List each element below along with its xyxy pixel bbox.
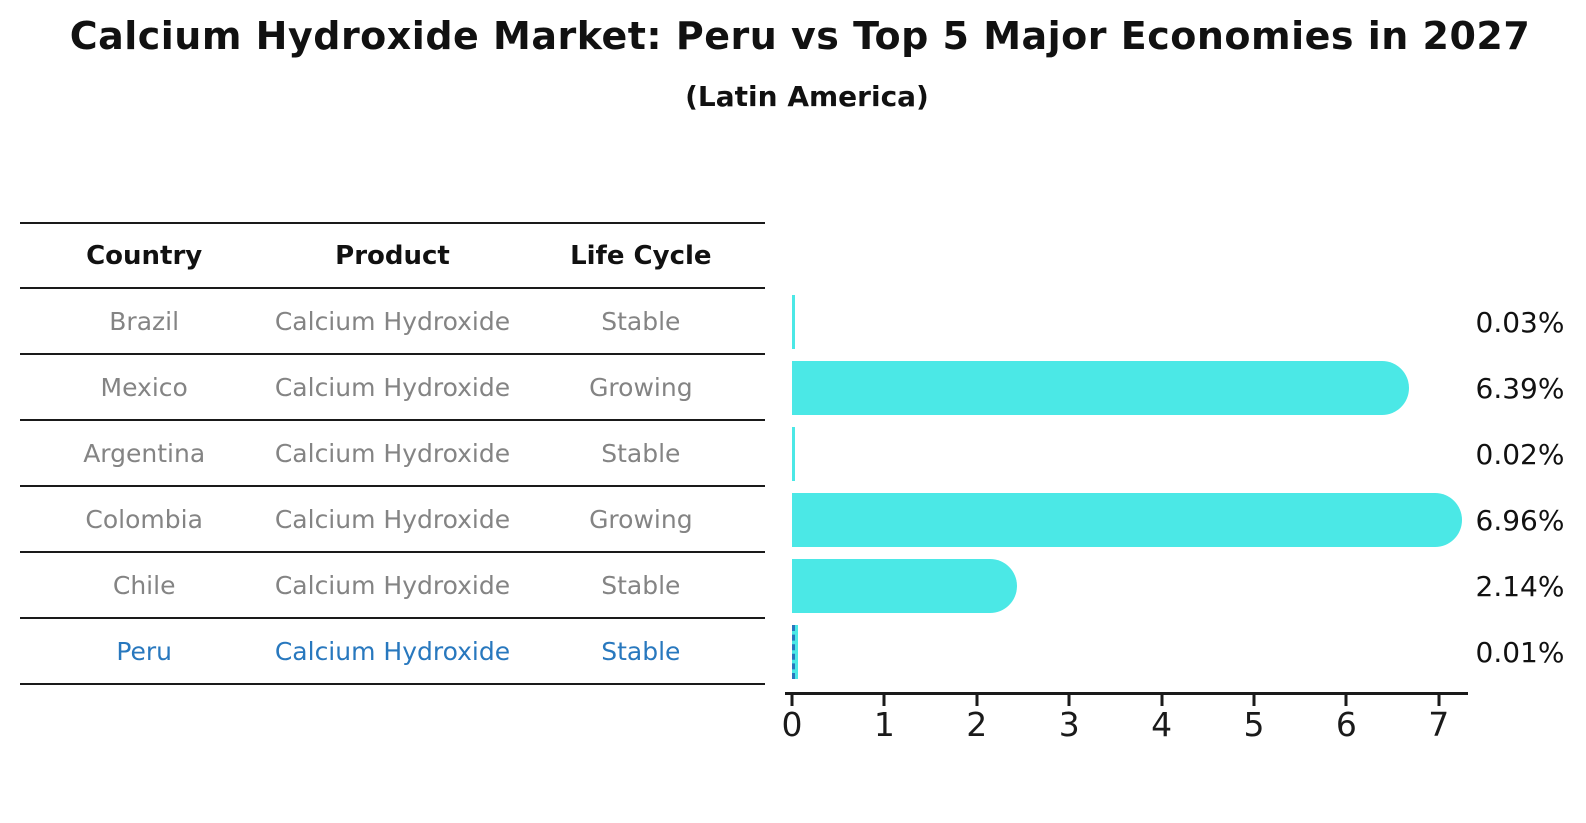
tick-mark (1160, 695, 1164, 706)
x-axis-tick: 0 (782, 695, 803, 741)
table-row-brazil: Brazil Calcium Hydroxide Stable (20, 289, 765, 355)
x-axis-line (785, 692, 1468, 695)
cell-country: Colombia (85, 504, 203, 534)
tick-mark (975, 695, 979, 706)
x-axis-tick-label: 4 (1151, 705, 1173, 744)
table-row-mexico: Mexico Calcium Hydroxide Growing (20, 355, 765, 421)
value-label-brazil: 0.03% (1475, 306, 1565, 339)
x-axis-tick-label: 3 (1058, 705, 1080, 744)
x-axis-tick-label: 5 (1243, 705, 1265, 744)
table-row-colombia: Colombia Calcium Hydroxide Growing (20, 487, 765, 553)
cell-country: Brazil (109, 306, 180, 336)
cell-country: Chile (112, 570, 176, 600)
cell-life-cycle: Stable (601, 438, 681, 468)
tick-mark (1252, 695, 1256, 706)
tick-mark (1344, 695, 1348, 706)
chart-subtitle: (Latin America) (685, 80, 929, 113)
cell-country: Argentina (83, 438, 206, 468)
bar-argentina (792, 427, 795, 481)
bar-chile (792, 559, 1017, 613)
cell-country: Peru (116, 636, 173, 666)
x-axis-tick: 1 (874, 695, 895, 741)
header-cell-life-cycle: Life Cycle (570, 240, 712, 271)
value-label-peru: 0.01% (1475, 636, 1565, 669)
bar-mexico (792, 361, 1410, 415)
value-label-chile: 2.14% (1475, 570, 1565, 603)
cell-product: Calcium Hydroxide (274, 570, 511, 600)
tick-mark (1067, 695, 1071, 706)
tick-mark (790, 695, 794, 706)
x-axis-tick-label: 6 (1335, 705, 1357, 744)
cell-product: Calcium Hydroxide (274, 438, 511, 468)
cell-life-cycle: Stable (601, 636, 681, 666)
tick-mark (1437, 695, 1441, 706)
bar-colombia (792, 493, 1463, 547)
table-row-argentina: Argentina Calcium Hydroxide Stable (20, 421, 765, 487)
x-axis-tick-label: 0 (781, 705, 803, 744)
x-axis-tick-label: 1 (873, 705, 895, 744)
tick-mark (882, 695, 886, 706)
x-axis-tick-label: 7 (1428, 705, 1450, 744)
x-axis-tick: 5 (1244, 695, 1265, 741)
cell-life-cycle: Growing (589, 504, 693, 534)
x-axis-tick: 2 (966, 695, 987, 741)
chart-title: Calcium Hydroxide Market: Peru vs Top 5 … (69, 14, 1531, 58)
x-axis-tick: 3 (1059, 695, 1080, 741)
cell-product: Calcium Hydroxide (274, 372, 511, 402)
cell-product: Calcium Hydroxide (274, 636, 511, 666)
value-label-mexico: 6.39% (1475, 372, 1565, 405)
cell-country: Mexico (100, 372, 188, 402)
cell-life-cycle: Stable (601, 570, 681, 600)
table-row-peru: Peru Calcium Hydroxide Stable (20, 619, 765, 685)
table-row-chile: Chile Calcium Hydroxide Stable (20, 553, 765, 619)
cell-life-cycle: Growing (589, 372, 693, 402)
value-label-argentina: 0.02% (1475, 438, 1565, 471)
cell-life-cycle: Stable (601, 306, 681, 336)
x-axis-tick: 7 (1428, 695, 1449, 741)
value-label-colombia: 6.96% (1475, 504, 1565, 537)
cell-product: Calcium Hydroxide (274, 306, 511, 336)
bar-peru-highlighted (792, 625, 798, 679)
table-header-row: Country Product Life Cycle (20, 222, 765, 289)
x-axis-tick: 4 (1151, 695, 1172, 741)
header-cell-product: Product (335, 240, 450, 271)
x-axis-tick: 6 (1336, 695, 1357, 741)
header-cell-country: Country (86, 240, 203, 271)
bar-brazil (792, 295, 795, 349)
cell-product: Calcium Hydroxide (274, 504, 511, 534)
x-axis-tick-label: 2 (966, 705, 988, 744)
